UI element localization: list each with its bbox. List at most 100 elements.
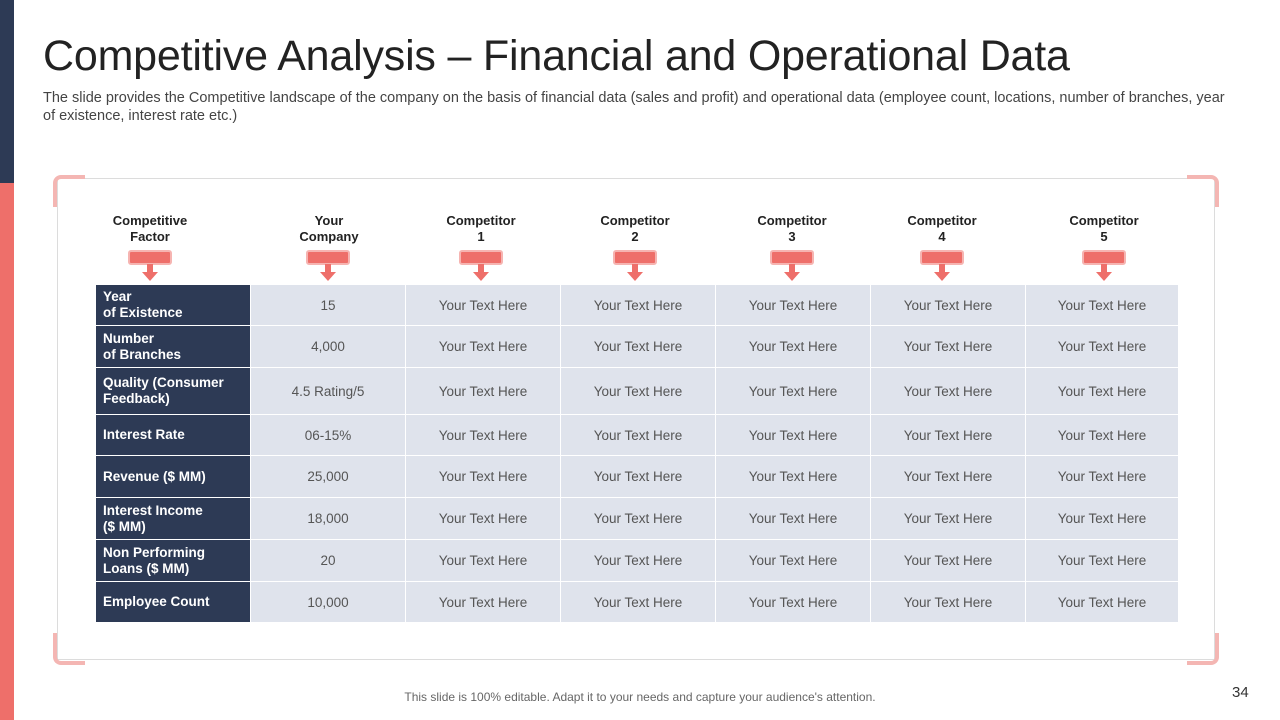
table-cell: 4.5 Rating/5 bbox=[250, 367, 406, 415]
header-line: 4 bbox=[938, 229, 946, 244]
row-header: Number of Branches bbox=[95, 325, 251, 368]
row-header: Interest Rate bbox=[95, 414, 251, 456]
down-arrow-icon bbox=[459, 250, 503, 281]
table-cell: Your Text Here bbox=[715, 284, 871, 326]
header-line: Competitor bbox=[600, 213, 670, 228]
down-arrow-icon bbox=[306, 250, 350, 281]
table-row: Revenue ($ MM) 25,000 Your Text Here You… bbox=[95, 455, 1179, 498]
table-row: Quality (Consumer Feedback) 4.5 Rating/5 … bbox=[95, 367, 1179, 415]
down-arrow-icon bbox=[1082, 250, 1126, 281]
table-cell: Your Text Here bbox=[715, 581, 871, 623]
row-header-line: Employee Count bbox=[103, 594, 210, 609]
row-header-line: Non Performing bbox=[103, 544, 206, 560]
row-header-line: Loans ($ MM) bbox=[103, 560, 190, 576]
row-header: Quality (Consumer Feedback) bbox=[95, 367, 251, 415]
table-row: Interest Rate 06-15% Your Text Here Your… bbox=[95, 414, 1179, 456]
row-header-line: Revenue ($ MM) bbox=[103, 468, 206, 484]
table-frame bbox=[57, 178, 1215, 660]
row-header-line: of Branches bbox=[103, 346, 182, 362]
table-row: Interest Income ($ MM) 18,000 Your Text H… bbox=[95, 497, 1179, 540]
page-number: 34 bbox=[1232, 684, 1249, 701]
header-line: 2 bbox=[631, 229, 639, 244]
down-arrow-icon bbox=[770, 250, 814, 281]
slide-subtitle: The slide provides the Competitive lands… bbox=[43, 90, 1225, 124]
table-cell: 4,000 bbox=[250, 325, 406, 368]
table-cell: Your Text Here bbox=[405, 414, 561, 456]
header-line: Competitor bbox=[907, 213, 977, 228]
column-header-competitor-1: Competitor 1 bbox=[406, 213, 556, 245]
row-header-line: Year bbox=[103, 289, 132, 304]
table-cell: Your Text Here bbox=[560, 414, 716, 456]
table-cell: Your Text Here bbox=[870, 284, 1026, 326]
table-cell: Your Text Here bbox=[1025, 414, 1179, 456]
column-header-your-company: Your Company bbox=[254, 213, 404, 245]
table-cell: Your Text Here bbox=[870, 414, 1026, 456]
row-header: Revenue ($ MM) bbox=[95, 455, 251, 498]
table-cell: Your Text Here bbox=[715, 497, 871, 540]
table-cell: Your Text Here bbox=[870, 581, 1026, 623]
table-row: Employee Count 10,000 Your Text Here You… bbox=[95, 581, 1179, 623]
row-header-line: Number bbox=[103, 330, 155, 346]
table-cell: Your Text Here bbox=[715, 325, 871, 368]
table-cell: Your Text Here bbox=[405, 497, 561, 540]
table-cell: Your Text Here bbox=[1025, 497, 1179, 540]
table-cell: Your Text Here bbox=[870, 367, 1026, 415]
table-cell: Your Text Here bbox=[560, 539, 716, 582]
row-header: Year of Existence bbox=[95, 284, 251, 326]
table-cell: 15 bbox=[250, 284, 406, 326]
header-line: 3 bbox=[788, 229, 796, 244]
accent-bar-navy bbox=[0, 0, 14, 183]
table-cell: Your Text Here bbox=[870, 539, 1026, 582]
table-cell: Your Text Here bbox=[405, 581, 561, 623]
down-arrow-icon bbox=[920, 250, 964, 281]
down-arrow-icon bbox=[613, 250, 657, 281]
table-cell: Your Text Here bbox=[1025, 367, 1179, 415]
accent-bar-coral bbox=[0, 183, 14, 720]
table-row: Year of Existence 15 Your Text Here Your … bbox=[95, 284, 1179, 326]
column-header-competitor-2: Competitor 2 bbox=[560, 213, 710, 245]
table-cell: Your Text Here bbox=[1025, 455, 1179, 498]
row-header-line: Interest Income bbox=[103, 502, 203, 518]
down-arrow-icon bbox=[128, 250, 172, 281]
header-line: 1 bbox=[477, 229, 485, 244]
header-line: Company bbox=[299, 229, 359, 244]
table-cell: 10,000 bbox=[250, 581, 406, 623]
table-cell: Your Text Here bbox=[1025, 284, 1179, 326]
header-line: 5 bbox=[1100, 229, 1108, 244]
row-header-line: Quality (Consumer bbox=[103, 375, 224, 390]
table-cell: Your Text Here bbox=[715, 455, 871, 498]
header-line: Competitor bbox=[446, 213, 516, 228]
table-cell: Your Text Here bbox=[405, 539, 561, 582]
header-line: Competitor bbox=[757, 213, 827, 228]
table-cell: Your Text Here bbox=[1025, 325, 1179, 368]
table-cell: Your Text Here bbox=[560, 497, 716, 540]
table-cell: Your Text Here bbox=[405, 367, 561, 415]
row-header: Non Performing Loans ($ MM) bbox=[95, 539, 251, 582]
table-cell: Your Text Here bbox=[1025, 539, 1179, 582]
table-cell: Your Text Here bbox=[870, 497, 1026, 540]
slide-title: Competitive Analysis – Financial and Ope… bbox=[43, 32, 1070, 80]
table-cell: Your Text Here bbox=[1025, 581, 1179, 623]
table-cell: Your Text Here bbox=[560, 284, 716, 326]
table-cell: 20 bbox=[250, 539, 406, 582]
row-header-line: ($ MM) bbox=[103, 518, 146, 534]
column-header-competitor-3: Competitor 3 bbox=[717, 213, 867, 245]
header-line: Factor bbox=[130, 229, 170, 244]
row-header: Employee Count bbox=[95, 581, 251, 623]
column-header-competitor-4: Competitor 4 bbox=[867, 213, 1017, 245]
row-header-line: Interest Rate bbox=[103, 427, 185, 442]
footer-note: This slide is 100% editable. Adapt it to… bbox=[404, 690, 876, 704]
table-cell: Your Text Here bbox=[715, 367, 871, 415]
table-cell: Your Text Here bbox=[870, 325, 1026, 368]
frame-corner-bottom-left bbox=[53, 633, 85, 665]
table-cell: Your Text Here bbox=[870, 455, 1026, 498]
table-cell: 18,000 bbox=[250, 497, 406, 540]
table-cell: 25,000 bbox=[250, 455, 406, 498]
table-row: Number of Branches 4,000 Your Text Here Y… bbox=[95, 325, 1179, 368]
table-cell: Your Text Here bbox=[715, 539, 871, 582]
frame-corner-top-left bbox=[53, 175, 85, 207]
header-line: Your bbox=[314, 213, 344, 228]
row-header: Interest Income ($ MM) bbox=[95, 497, 251, 540]
header-line: Competitor bbox=[1069, 213, 1139, 228]
table-cell: Your Text Here bbox=[560, 581, 716, 623]
